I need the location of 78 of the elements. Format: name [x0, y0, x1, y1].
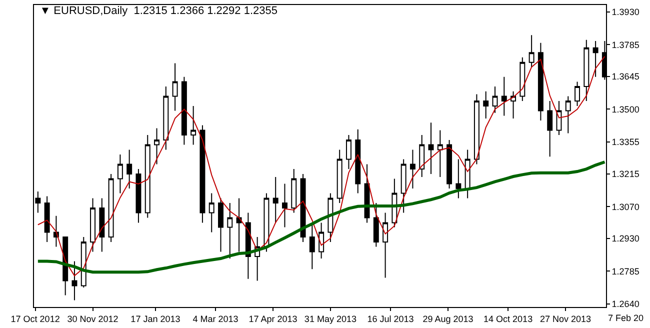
- candlestick: [99, 198, 105, 252]
- candlestick: [318, 222, 324, 260]
- chart-title: ▼ EURUSD,Daily 1.2315 1.2366 1.2292 1.2355: [40, 5, 278, 18]
- x-tick-label: 14 Oct 2013: [484, 314, 533, 324]
- candlestick: [437, 130, 443, 178]
- candlestick: [400, 158, 406, 214]
- candlestick: [53, 215, 59, 248]
- candlestick: [410, 149, 416, 190]
- candlestick: [328, 192, 334, 242]
- candlestick: [200, 124, 206, 224]
- candlestick: [90, 198, 96, 252]
- candlestick: [227, 202, 233, 260]
- y-tick-label: 1.3785: [612, 40, 640, 50]
- candlestick: [236, 198, 242, 252]
- candlestick: [144, 134, 150, 218]
- candlestick: [126, 149, 132, 190]
- candlestick: [108, 174, 114, 242]
- candlestick: [456, 158, 462, 199]
- candlestick: [592, 40, 598, 78]
- candlestick: [510, 90, 516, 119]
- x-tick-label: 30 Nov 2012: [67, 314, 118, 324]
- candlestick: [446, 140, 452, 190]
- candlestick: [163, 86, 169, 150]
- candlestick: [483, 90, 489, 119]
- candlestick: [373, 202, 379, 248]
- candlestick: [154, 128, 160, 165]
- candlestick: [190, 106, 196, 146]
- candlestick: [520, 56, 526, 102]
- candlestick: [584, 39, 590, 102]
- candlestick: [208, 192, 214, 233]
- candlestick: [181, 76, 187, 146]
- x-tick-label: 17 Jan 2013: [130, 314, 180, 324]
- y-tick-label: 1.3930: [612, 6, 640, 17]
- candlestick: [474, 94, 480, 165]
- x-tick-label: 27 Nov 2013: [540, 314, 592, 324]
- x-tick-label: 4 Mar 2013: [192, 314, 238, 324]
- y-tick-label: 1.3070: [612, 202, 640, 212]
- x-tick-label: 29 Aug 2013: [422, 314, 474, 324]
- y-tick-label: 1.3500: [612, 104, 640, 114]
- candlestick: [528, 34, 534, 68]
- candlestick: [44, 196, 50, 242]
- y-tick-label: 1.2930: [612, 234, 640, 244]
- candlestick: [282, 183, 288, 228]
- candlestick: [492, 86, 498, 114]
- y-tick-label: 1.2785: [612, 266, 640, 276]
- x-tick-label: 17 Oct 2012: [10, 314, 60, 324]
- candlestick: [382, 212, 388, 278]
- candlestick: [172, 62, 178, 112]
- y-tick-label: 1.3645: [612, 72, 640, 82]
- y-tick-label: 1.3215: [612, 168, 640, 179]
- candlestick: [428, 122, 434, 175]
- candlestick: [272, 176, 278, 224]
- y-tick-label: 1.2640: [612, 299, 640, 310]
- candlestick: [72, 260, 78, 301]
- candlestick: [574, 81, 580, 107]
- candlestick: [291, 168, 297, 214]
- x-tick-label: 16 Jul 2013: [367, 314, 414, 324]
- x-tick-label: 31 May 2013: [304, 314, 356, 324]
- line-series: [37, 56, 606, 276]
- candlestick: [218, 198, 224, 252]
- text: 7 Feb 20: [608, 313, 644, 323]
- candlestick: [419, 134, 425, 178]
- candlestick: [538, 42, 544, 122]
- candlestick: [336, 149, 342, 204]
- candlestick: [464, 149, 470, 199]
- line-series: [36, 160, 606, 274]
- candlestick: [565, 96, 571, 134]
- x-tick-label: 17 Apr 2013: [248, 314, 298, 324]
- candlestick: [264, 192, 270, 252]
- y-tick-label: 1.3355: [612, 137, 640, 148]
- candlestick: [346, 134, 352, 170]
- candlestick: [547, 100, 553, 158]
- candlestick: [300, 174, 306, 242]
- candlestick: [355, 128, 361, 194]
- candlestick: [117, 154, 123, 194]
- candlestick: [136, 168, 142, 224]
- candlestick: [80, 236, 86, 288]
- candlestick: [501, 76, 507, 116]
